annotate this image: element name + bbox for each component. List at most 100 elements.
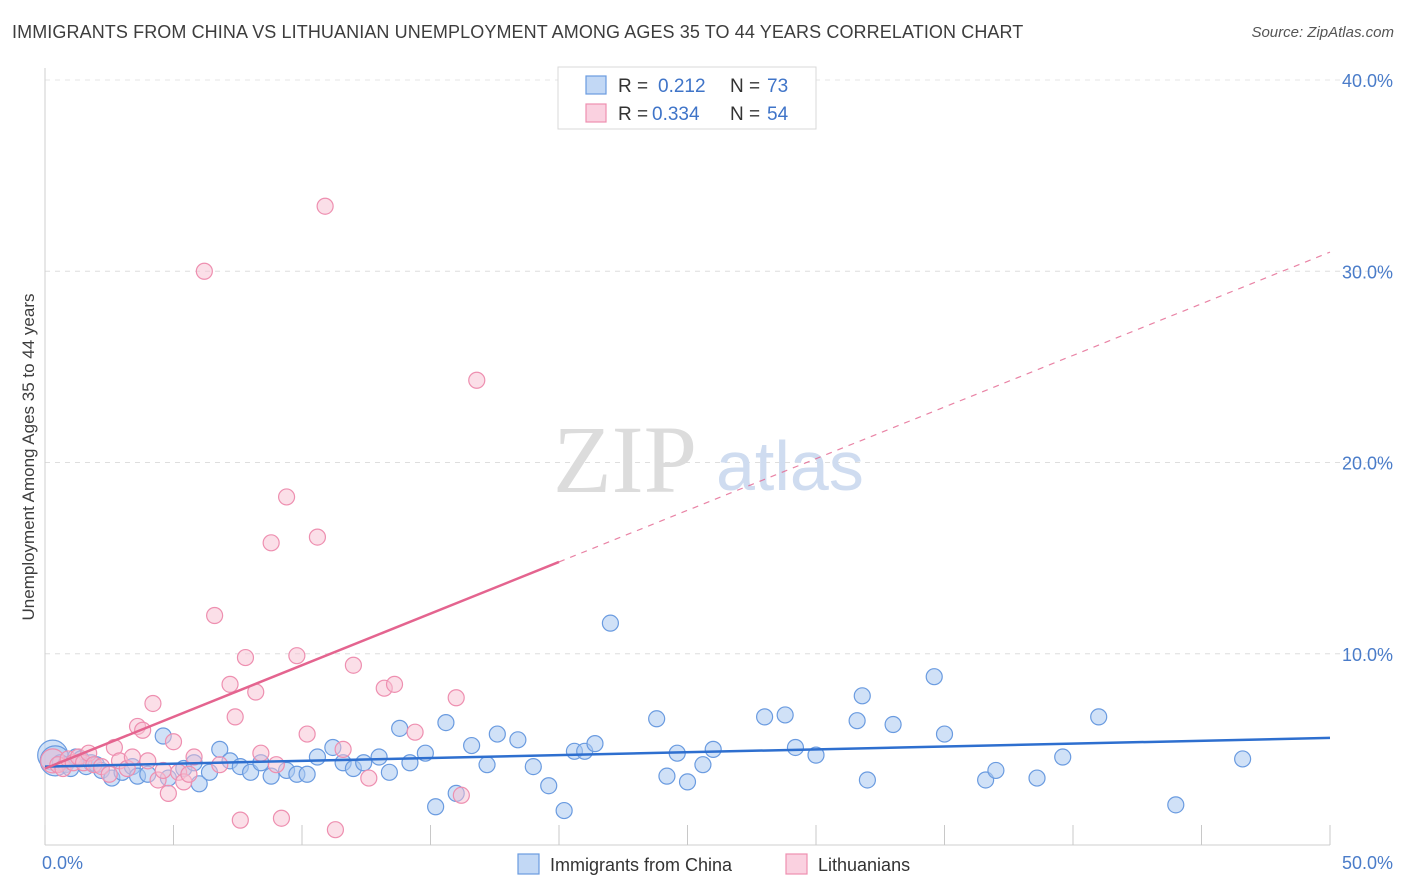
- legend-r-label-china: R =: [618, 76, 648, 97]
- china-point: [355, 754, 373, 772]
- source-label: Source: ZipAtlas.com: [1251, 24, 1394, 41]
- lithuanians-point: [236, 648, 255, 667]
- legend-r-label-lithuanians: R =: [618, 104, 648, 125]
- china-point: [437, 713, 455, 732]
- china-point: [427, 798, 445, 816]
- y-tick-label-40: 40.0%: [1342, 71, 1393, 91]
- lithuanians-point: [226, 708, 244, 726]
- china-point: [1234, 750, 1252, 768]
- lithuanians-point: [139, 752, 157, 770]
- china-point: [925, 668, 943, 686]
- x-tick-label-min: 0.0%: [42, 853, 83, 873]
- lithuanians-point: [211, 756, 229, 774]
- lithuanians-point: [267, 756, 285, 774]
- lithuanians-point: [277, 488, 296, 506]
- trend-lines: [44, 251, 1331, 770]
- bottom-legend-label-china: Immigrants from China: [550, 855, 733, 875]
- lithuanians-point: [288, 647, 306, 665]
- lithuanians-point: [385, 675, 404, 693]
- china-point: [1028, 769, 1046, 787]
- china-point: [555, 801, 573, 820]
- lithuanians-point: [144, 694, 162, 713]
- legend-swatch-china: [585, 75, 607, 95]
- series-china-points: [37, 614, 1252, 820]
- y-axis-title: Unemployment Among Ages 35 to 44 years: [19, 294, 38, 621]
- china-point: [1054, 748, 1072, 766]
- legend-n-label-lithuanians: N =: [730, 104, 760, 125]
- legend-swatch-lithuanians: [585, 103, 607, 123]
- china-point: [704, 740, 722, 758]
- china-point: [308, 748, 327, 766]
- lithuanians-trend-line-solid: [44, 560, 560, 770]
- y-tick-label-30: 30.0%: [1342, 262, 1393, 282]
- bottom-legend-label-lithuanians: Lithuanians: [818, 855, 910, 875]
- watermark-atlas: atlas: [716, 427, 864, 505]
- lithuanians-point: [308, 528, 327, 546]
- china-point: [884, 715, 902, 734]
- lithuanians-point: [231, 811, 249, 829]
- china-point: [776, 706, 794, 724]
- china-point: [1167, 796, 1185, 814]
- lithuanians-point: [206, 606, 224, 625]
- china-point: [298, 765, 316, 783]
- x-tick-labels: 0.0% 50.0%: [42, 853, 1393, 873]
- china-point: [648, 710, 666, 728]
- china-trend-line: [44, 736, 1331, 768]
- axes: [44, 68, 1331, 846]
- lithuanians-point: [468, 371, 486, 389]
- chart-title: IMMIGRANTS FROM CHINA VS LITHUANIAN UNEM…: [12, 22, 1024, 42]
- bottom-legend-swatch-lithuanians: [785, 853, 808, 875]
- bottom-legend-swatch-china: [517, 853, 540, 875]
- watermark-zip: ZIP: [553, 406, 697, 513]
- watermark: ZIP atlas: [553, 406, 864, 513]
- lithuanians-point: [298, 725, 316, 743]
- china-point: [370, 748, 388, 766]
- y-tick-label-10: 10.0%: [1342, 645, 1393, 665]
- lithuanians-point: [316, 197, 334, 215]
- china-point: [540, 777, 558, 795]
- legend-n-label-china: N =: [730, 76, 760, 97]
- legend-n-value-lithuanians: 54: [767, 104, 789, 125]
- lithuanians-point: [447, 689, 465, 707]
- series-legend: Immigrants from China Lithuanians: [517, 853, 910, 875]
- lithuanians-point: [452, 786, 470, 804]
- china-point: [586, 735, 604, 753]
- lithuanians-point: [195, 262, 213, 280]
- china-point: [391, 719, 409, 737]
- series-lithuanians-points: [40, 197, 486, 839]
- china-point: [786, 738, 805, 757]
- china-point: [380, 763, 398, 781]
- lithuanians-point: [334, 740, 352, 758]
- grid: [45, 79, 1392, 655]
- china-point: [694, 756, 712, 774]
- lithuanians-point: [221, 675, 239, 693]
- lithuanians-point: [344, 656, 362, 674]
- stats-legend: R = 0.212 N = 73 R = 0.334 N = 54: [557, 66, 817, 130]
- legend-r-value-lithuanians: 0.334: [652, 104, 700, 125]
- china-point: [658, 767, 676, 785]
- lithuanians-point: [406, 723, 424, 741]
- lithuanians-point: [159, 784, 177, 802]
- china-point: [853, 687, 871, 705]
- china-point: [807, 746, 825, 764]
- china-point: [848, 712, 866, 730]
- y-tick-labels: 10.0% 20.0% 30.0% 40.0%: [1342, 71, 1393, 665]
- lithuanians-point: [262, 534, 280, 552]
- china-point: [1090, 708, 1108, 726]
- china-point: [509, 731, 527, 749]
- china-point: [755, 708, 774, 726]
- legend-r-value-china: 0.212: [658, 76, 706, 97]
- lithuanians-point: [326, 821, 345, 839]
- china-point: [858, 771, 877, 789]
- x-tick-label-max: 50.0%: [1342, 853, 1393, 873]
- lithuanians-point: [180, 765, 198, 783]
- china-point: [935, 725, 954, 743]
- lithuanians-point: [100, 765, 118, 783]
- china-point: [524, 757, 542, 776]
- china-point: [463, 736, 481, 755]
- lithuanians-point: [272, 809, 291, 827]
- china-point: [478, 756, 496, 774]
- china-point: [678, 773, 697, 791]
- lithuanians-point: [185, 748, 203, 766]
